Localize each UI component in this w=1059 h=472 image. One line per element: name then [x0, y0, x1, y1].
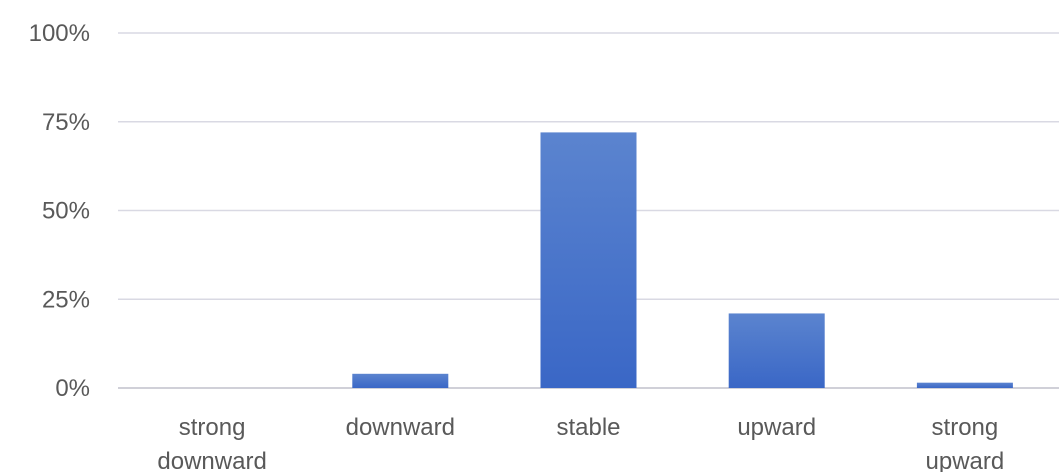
y-tick-label: 50% [42, 198, 90, 225]
bar [728, 313, 825, 388]
y-tick-label: 75% [42, 109, 90, 136]
y-tick-label: 25% [42, 286, 90, 313]
y-tick-label: 0% [55, 375, 90, 402]
x-category-label: strong downward [157, 414, 266, 472]
y-tick-label: 100% [29, 20, 90, 47]
bar [352, 373, 449, 388]
x-category-label: stable [556, 414, 620, 441]
x-category-label: downward [346, 414, 455, 441]
bar [540, 132, 637, 388]
x-category-label: upward [737, 414, 816, 441]
x-axis-category-labels: strong downward downward stable upward strong… [157, 414, 1004, 472]
y-axis-tick-labels: 0% 25% 50% 75% 100% [29, 20, 90, 402]
bars [352, 132, 1013, 388]
bar [916, 382, 1013, 388]
x-category-label: strong upward [926, 414, 1005, 472]
